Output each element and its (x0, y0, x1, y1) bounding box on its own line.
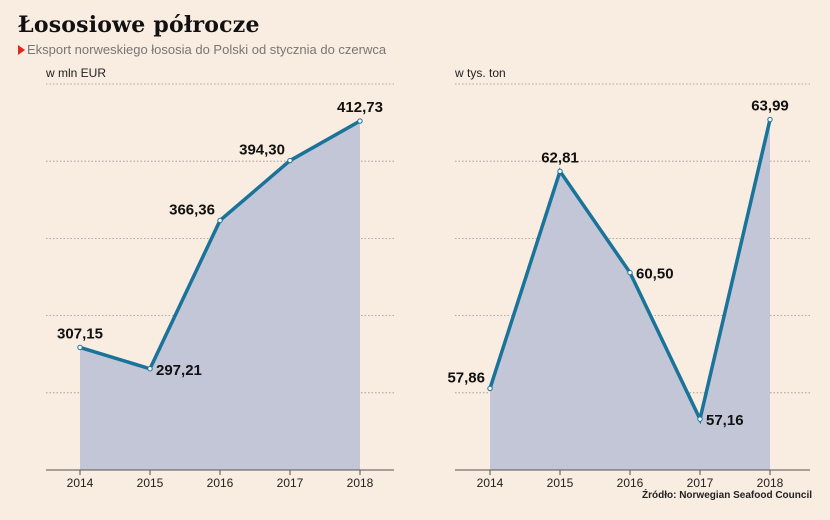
x-tick-label: 2016 (617, 476, 644, 490)
data-label: 60,50 (636, 266, 674, 283)
data-label: 297,21 (156, 362, 202, 379)
data-point (487, 385, 493, 392)
x-tick-label: 2018 (757, 476, 784, 490)
left-unit-label: w mln EUR (46, 66, 107, 80)
data-point (77, 344, 83, 351)
eur-chart-panel: 2014 307,15 2015 297,21 2016 366,36 2017 394,30… (46, 83, 394, 490)
x-tick-label: 2015 (137, 476, 164, 490)
x-tick-label: 2015 (547, 476, 574, 490)
data-label: 394,30 (239, 142, 285, 159)
area-fill (80, 121, 360, 471)
x-tick-label: 2014 (67, 476, 94, 490)
data-label: 412,73 (337, 99, 383, 116)
data-label: 57,86 (447, 369, 485, 386)
right-unit-label: w tys. ton (455, 66, 506, 80)
x-tick-label: 2017 (687, 476, 714, 490)
data-point (287, 157, 293, 164)
x-tick-label: 2017 (277, 476, 304, 490)
data-point (697, 416, 703, 422)
data-point (147, 366, 153, 372)
data-label: 366,36 (169, 201, 215, 218)
data-point (767, 116, 773, 123)
area-fill (490, 119, 770, 471)
data-point (217, 217, 223, 224)
data-label: 307,15 (57, 325, 103, 342)
data-point (627, 269, 633, 276)
data-label: 57,16 (706, 412, 744, 429)
data-label: 62,81 (541, 149, 579, 166)
data-label: 63,99 (751, 98, 789, 115)
chart-title: Łososiowe półrocze (18, 12, 260, 38)
data-point (357, 118, 363, 124)
x-tick-label: 2014 (477, 476, 504, 490)
chart-subtitle: Eksport norweskiego łososia do Polski od… (18, 42, 386, 57)
x-tick-label: 2018 (347, 476, 374, 490)
source-note: Źródło: Norwegian Seafood Council (642, 490, 812, 501)
triangle-marker-icon (18, 45, 25, 55)
data-point (557, 168, 563, 174)
x-tick-label: 2016 (207, 476, 234, 490)
subtitle-text: Eksport norweskiego łososia do Polski od… (27, 42, 387, 57)
tonnage-chart-panel: 2014 57,86 2015 62,81 2016 60,50 2017 57,16 2018… (447, 83, 810, 490)
